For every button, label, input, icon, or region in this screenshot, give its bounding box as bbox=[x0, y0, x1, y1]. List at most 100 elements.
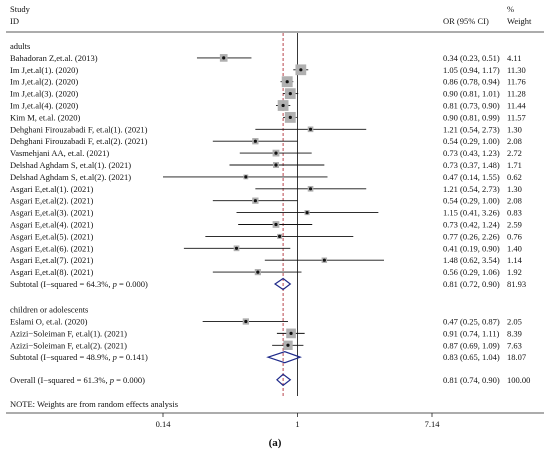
weight-value: 11.44 bbox=[507, 101, 527, 111]
ci-text: 0.73 (0.37, 1.48) bbox=[443, 160, 500, 170]
study-label: Azizi−Soleiman F, et.al(2). (2021) bbox=[10, 340, 127, 350]
header-study: Study bbox=[10, 4, 31, 14]
overall-label: Overall (I−squared = 61.3%, p = 0.000) bbox=[10, 375, 145, 385]
weight-value: 2.59 bbox=[507, 220, 522, 230]
point-estimate bbox=[256, 270, 260, 274]
point-estimate bbox=[308, 187, 313, 191]
ci-text: 0.87 (0.69, 1.09) bbox=[443, 340, 500, 350]
point-estimate bbox=[253, 139, 257, 143]
study-label: Im J,et.al(2). (2020) bbox=[10, 77, 78, 87]
point-estimate bbox=[286, 343, 290, 347]
ci-text: 0.47 (0.14, 1.55) bbox=[443, 172, 500, 182]
ci-text: 1.15 (0.41, 3.26) bbox=[443, 208, 500, 218]
point-estimate bbox=[289, 331, 293, 335]
x-tick-label: 0.14 bbox=[156, 419, 172, 429]
point-estimate bbox=[288, 115, 292, 119]
header: Study ID OR (95% CI) % Weight bbox=[10, 4, 532, 26]
header-percent: % bbox=[507, 4, 514, 14]
point-estimate bbox=[308, 127, 313, 131]
point-estimate bbox=[244, 319, 248, 324]
ci-text: 1.48 (0.62, 3.54) bbox=[443, 255, 500, 265]
point-estimate bbox=[288, 92, 292, 96]
weight-value: 1.92 bbox=[507, 267, 522, 277]
study-label: Asgari E,et.al(5). (2021) bbox=[10, 231, 93, 241]
weight-value: 11.30 bbox=[507, 65, 526, 75]
forest-rows: adults Bahadoran Z,et.al. (2013) 0.34 (0.2… bbox=[10, 33, 530, 396]
study-label: Asgari E,et.al(4). (2021) bbox=[10, 220, 93, 230]
study-label: Asgari E,et.al(1). (2021) bbox=[10, 184, 93, 194]
weight-value: 1.30 bbox=[507, 124, 522, 134]
panel-label: (a) bbox=[269, 437, 282, 449]
weight-value: 11.28 bbox=[507, 89, 526, 99]
ci-text: 0.90 (0.81, 1.01) bbox=[443, 89, 500, 99]
ci-text: 0.86 (0.78, 0.94) bbox=[443, 77, 500, 87]
ci-text: 1.21 (0.54, 2.73) bbox=[443, 184, 500, 194]
ci-text: 0.73 (0.43, 1.23) bbox=[443, 148, 500, 158]
study-label: Asgari E,et.al(2). (2021) bbox=[10, 196, 93, 206]
ci-text: 0.54 (0.29, 1.00) bbox=[443, 196, 500, 206]
weight-value: 0.76 bbox=[507, 231, 522, 241]
subtotal-diamond bbox=[273, 277, 292, 291]
point-estimate bbox=[253, 199, 257, 203]
header-effect: OR (95% CI) bbox=[443, 16, 489, 26]
ci-text: 1.21 (0.54, 2.73) bbox=[443, 124, 500, 134]
point-estimate bbox=[281, 103, 285, 108]
ci-text: 0.47 (0.25, 0.87) bbox=[443, 316, 500, 326]
point-estimate bbox=[322, 258, 326, 262]
ci-text: 0.34 (0.23, 0.51) bbox=[443, 53, 500, 63]
study-label: Asgari E,et.al(3). (2021) bbox=[10, 208, 93, 218]
weight-value: 1.30 bbox=[507, 184, 522, 194]
ci-text: 0.54 (0.29, 1.00) bbox=[443, 136, 500, 146]
point-estimate bbox=[305, 211, 309, 215]
ci-text: 0.90 (0.81, 0.99) bbox=[443, 112, 500, 122]
study-label: Dehghani Firouzabadi F, et.al(2). (2021) bbox=[10, 136, 148, 146]
overall-weight: 100.00 bbox=[507, 375, 530, 385]
subtotal-label: Subtotal (I−squared = 64.3%, p = 0.000) bbox=[10, 279, 148, 289]
point-estimate bbox=[244, 175, 248, 179]
study-label: Delshad Aghdam S, et.al(2). (2021) bbox=[10, 172, 131, 182]
weight-value: 7.63 bbox=[507, 340, 522, 350]
study-label: Asgari E,et.al(8). (2021) bbox=[10, 267, 93, 277]
subtotal-label: Subtotal (I−squared = 48.9%, p = 0.141) bbox=[10, 352, 148, 362]
study-label: Asgari E,et.al(7). (2021) bbox=[10, 255, 93, 265]
subtotal-ci-text: 0.83 (0.65, 1.04) bbox=[443, 352, 500, 362]
study-label: Asgari E,et.al(6). (2021) bbox=[10, 243, 93, 253]
study-label: Kim M, et.al. (2020) bbox=[10, 112, 81, 122]
point-estimate bbox=[222, 56, 226, 60]
overall-diamond bbox=[276, 373, 292, 387]
study-label: Dehghani Firouzabadi F, et.al(1). (2021) bbox=[10, 124, 148, 134]
weight-value: 1.71 bbox=[507, 160, 522, 170]
study-label: Delshad Aghdam S, et.al(1). (2021) bbox=[10, 160, 131, 170]
study-label: Azizi−Soleiman F, et.al(1). (2021) bbox=[10, 328, 127, 338]
ci-text: 1.05 (0.94, 1.17) bbox=[443, 65, 500, 75]
x-tick-label: 1 bbox=[295, 419, 299, 429]
point-estimate bbox=[234, 246, 239, 250]
weight-value: 2.05 bbox=[507, 316, 522, 326]
header-weight: Weight bbox=[507, 16, 532, 26]
weight-value: 1.14 bbox=[507, 255, 523, 265]
point-estimate bbox=[274, 163, 278, 167]
overall-ci-text: 0.81 (0.74, 0.90) bbox=[443, 375, 500, 385]
point-estimate bbox=[274, 222, 278, 227]
ci-text: 0.91 (0.74, 1.11) bbox=[443, 328, 500, 338]
study-label: Vasmehjani AA, et.al. (2021) bbox=[10, 148, 109, 158]
weight-value: 11.57 bbox=[507, 112, 526, 122]
weight-value: 0.83 bbox=[507, 208, 522, 218]
weight-value: 2.08 bbox=[507, 136, 522, 146]
point-estimate bbox=[285, 80, 289, 84]
group-label: children or adolescents bbox=[10, 305, 88, 315]
weight-value: 2.08 bbox=[507, 196, 522, 206]
ci-text: 0.77 (0.26, 2.26) bbox=[443, 231, 500, 241]
note: NOTE: Weights are from random effects an… bbox=[10, 399, 178, 409]
x-tick-label: 7.14 bbox=[425, 419, 441, 429]
weight-value: 8.39 bbox=[507, 328, 522, 338]
study-label: Im J,et.al(1). (2020) bbox=[10, 65, 78, 75]
point-estimate bbox=[274, 151, 278, 155]
ci-text: 0.41 (0.19, 0.90) bbox=[443, 243, 500, 253]
weight-value: 4.11 bbox=[507, 53, 522, 63]
ci-text: 0.73 (0.42, 1.24) bbox=[443, 220, 500, 230]
point-estimate bbox=[278, 234, 282, 238]
study-label: Bahadoran Z,et.al. (2013) bbox=[10, 53, 98, 63]
subtotal-weight: 18.07 bbox=[507, 352, 526, 362]
